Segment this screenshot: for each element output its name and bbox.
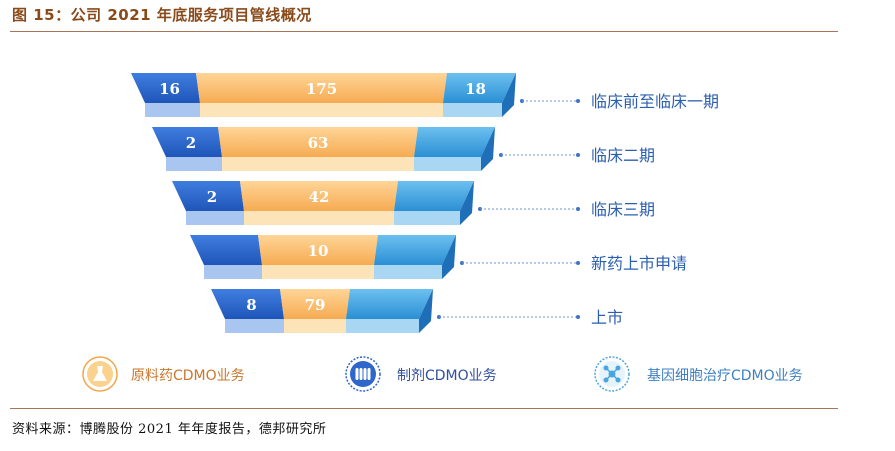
segment-base <box>244 211 394 225</box>
funnel-tier: 2 42 临床三期 <box>172 181 655 225</box>
segment-base <box>394 211 460 225</box>
value-label: 8 <box>246 296 256 314</box>
tier-side-face <box>442 235 456 279</box>
value-label: 16 <box>159 80 180 98</box>
segment-api <box>280 289 350 319</box>
segment-cgt <box>346 289 433 319</box>
funnel-tier: 2 63 临床二期 <box>152 127 655 171</box>
leader-dot <box>576 153 580 157</box>
segment-formulation <box>172 181 244 211</box>
funnel-tier: 16 175 18 临床前至临床一期 <box>131 73 719 117</box>
segment-base <box>346 319 419 333</box>
segment-cgt <box>443 73 516 103</box>
molecule-atom <box>615 365 621 371</box>
segment-cgt <box>374 235 456 265</box>
vial-shape <box>363 368 367 380</box>
segment-formulation <box>152 127 222 157</box>
flask-shape <box>93 366 107 381</box>
legend-label: 基因细胞治疗CDMO业务 <box>647 367 803 384</box>
tier-side-face <box>502 73 516 117</box>
segment-cgt <box>394 181 474 211</box>
figure-title: 图 15：公司 2021 年底服务项目管线概况 <box>12 6 312 24</box>
value-label: 2 <box>207 188 217 206</box>
leader-dot <box>576 99 580 103</box>
segment-base <box>443 103 502 117</box>
segment-base <box>374 265 442 279</box>
segment-formulation <box>131 73 200 103</box>
vial-shape <box>355 368 359 380</box>
segment-base <box>222 157 414 171</box>
legend-item: 基因细胞治疗CDMO业务 <box>594 356 803 392</box>
segment-api <box>240 181 398 211</box>
value-label: 175 <box>306 80 337 98</box>
segment-base <box>186 211 244 225</box>
vial-shape <box>367 368 371 380</box>
value-label: 63 <box>308 134 329 152</box>
leader-dot <box>576 207 580 211</box>
value-label: 79 <box>305 296 326 314</box>
top-divider <box>10 31 838 32</box>
segment-api <box>196 73 447 103</box>
molecule-atom <box>615 377 621 383</box>
legend-label: 制剂CDMO业务 <box>397 368 497 384</box>
segment-base <box>166 157 222 171</box>
molecule-atom <box>608 370 616 378</box>
leader-dot <box>576 315 580 319</box>
stage-label: 上市 <box>591 308 623 327</box>
molecule-atom <box>603 365 609 371</box>
stage-label: 新药上市申请 <box>591 254 687 273</box>
value-label: 18 <box>465 80 486 98</box>
vials-icon-fill <box>350 361 376 387</box>
segment-base <box>414 157 481 171</box>
segment-base <box>200 103 443 117</box>
segment-cgt <box>414 127 495 157</box>
tier-side-face <box>481 127 495 171</box>
legend-item: 原料药CDMO业务 <box>82 356 245 392</box>
value-label: 10 <box>308 242 329 260</box>
segment-base <box>204 265 262 279</box>
tier-side-face <box>460 181 474 225</box>
value-label: 2 <box>186 134 196 152</box>
segment-api <box>258 235 378 265</box>
segment-formulation <box>190 235 262 265</box>
segment-base <box>284 319 346 333</box>
segment-base <box>145 103 200 117</box>
leader-dot <box>576 261 580 265</box>
stage-label: 临床前至临床一期 <box>591 92 719 111</box>
funnel-tier: 10 新药上市申请 <box>190 235 687 279</box>
funnel-chart: 16 175 18 临床前至临床一期 2 63 临床二期 2 42 临床三期 10 新药上市申请 8 79… <box>82 73 803 392</box>
stage-label: 临床二期 <box>591 146 655 165</box>
bottom-divider <box>10 408 838 409</box>
legend-label: 原料药CDMO业务 <box>131 368 245 384</box>
stage-label: 临床三期 <box>591 200 655 219</box>
segment-base <box>225 319 284 333</box>
value-label: 42 <box>309 188 330 206</box>
vial-shape <box>359 368 363 380</box>
molecule-atom <box>603 377 609 383</box>
tier-side-face <box>419 289 433 333</box>
segment-base <box>262 265 374 279</box>
legend-item: 制剂CDMO业务 <box>345 356 497 392</box>
segment-api <box>218 127 418 157</box>
source-note: 资料来源：博腾股份 2021 年年度报告，德邦研究所 <box>12 422 327 437</box>
funnel-tier: 8 79 上市 <box>211 289 623 333</box>
segment-formulation <box>211 289 284 319</box>
